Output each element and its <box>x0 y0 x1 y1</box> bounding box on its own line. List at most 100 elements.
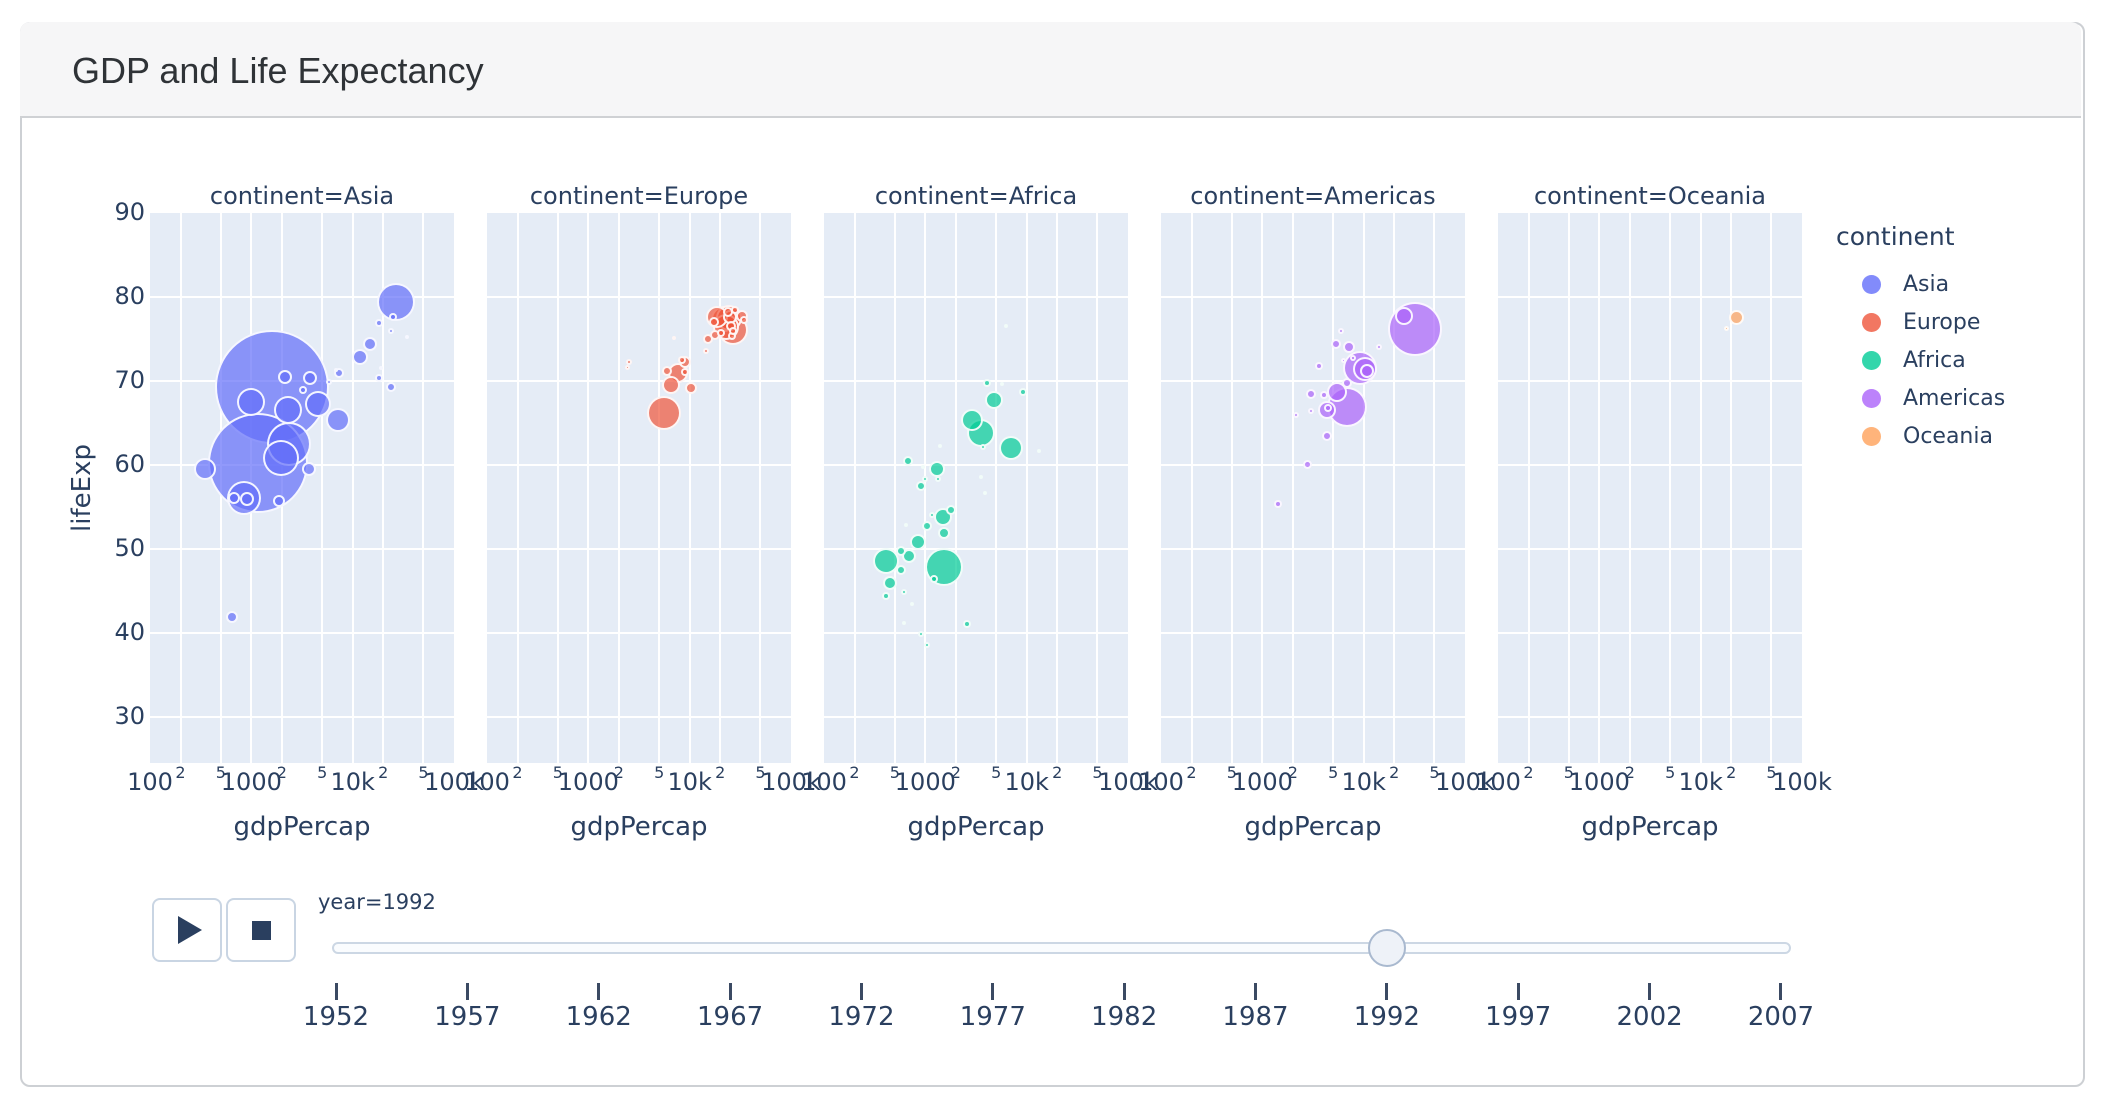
x-tick-label: 5 <box>418 763 429 782</box>
gridline <box>422 213 425 763</box>
x-tick-label: 1000 <box>1231 768 1293 796</box>
data-point-africa <box>915 480 926 491</box>
data-point-americas <box>1359 363 1374 378</box>
data-point-americas <box>1327 381 1348 402</box>
legend-item-africa[interactable]: Africa <box>1836 341 2005 379</box>
slider-year-label: 2007 <box>1747 1002 1815 1032</box>
data-point-asia <box>351 348 368 365</box>
gridline <box>487 547 791 550</box>
x-tick-label: 1000 <box>1568 768 1630 796</box>
gridline <box>1699 213 1702 763</box>
data-point-africa <box>921 465 926 470</box>
year-slider-handle[interactable] <box>1367 929 1406 967</box>
gridline <box>516 213 519 763</box>
data-point-americas <box>1330 338 1341 349</box>
x-tick-label: 100k <box>1098 768 1158 796</box>
x-tick-label: 2 <box>512 763 523 782</box>
data-point-americas <box>1320 391 1329 400</box>
data-point-asia <box>226 481 261 516</box>
x-tick-label: 100k <box>424 768 484 796</box>
x-tick-label: 5 <box>1429 763 1440 782</box>
x-tick-label: 100 <box>801 768 847 796</box>
data-point-europe <box>717 329 726 338</box>
data-point-asia <box>374 374 383 383</box>
x-tick-label: 5 <box>1665 763 1676 782</box>
x-tick-label: 2 <box>613 763 624 782</box>
x-axis-title: gdpPercap <box>570 812 708 842</box>
x-tick-label: 100k <box>1435 768 1495 796</box>
gridline <box>759 213 762 763</box>
legend-marker-icon <box>1862 350 1881 370</box>
gridline <box>1498 547 1802 550</box>
page-title: GDP and Life Expectancy <box>72 50 484 91</box>
data-point-asia <box>304 390 331 417</box>
gridline <box>719 213 722 763</box>
data-point-africa <box>985 391 1004 410</box>
data-point-americas <box>1387 301 1442 356</box>
gridline <box>556 213 559 763</box>
data-point-africa <box>909 534 926 551</box>
y-tick-label: 80 <box>114 281 145 310</box>
slider-tick <box>1385 983 1389 1000</box>
gridline <box>179 213 182 763</box>
data-point-asia <box>374 319 383 327</box>
data-point-americas <box>1338 328 1345 335</box>
legend: continent Asia Europe Africa Americas Oceani… <box>1836 222 2005 455</box>
data-point-africa <box>1036 449 1041 454</box>
data-point-americas <box>1303 460 1313 470</box>
legend-item-label: Oceania <box>1903 423 1993 449</box>
data-point-asia <box>299 386 308 395</box>
legend-item-oceania[interactable]: Oceania <box>1836 417 2005 455</box>
x-tick-label: 1000 <box>220 768 282 796</box>
x-axis-title: gdpPercap <box>1581 812 1719 842</box>
data-point-asia <box>226 610 239 623</box>
data-point-americas <box>1324 403 1333 412</box>
gridline <box>853 213 856 763</box>
legend-item-asia[interactable]: Asia <box>1836 265 2005 303</box>
gridline <box>150 715 454 718</box>
x-tick-label: 5 <box>889 763 900 782</box>
slider-year-label: 1952 <box>302 1002 370 1032</box>
plot-panel-asia <box>150 213 454 763</box>
data-point-africa <box>999 382 1004 387</box>
play-icon <box>177 916 202 944</box>
play-button[interactable] <box>152 898 222 962</box>
x-tick-label: 2 <box>1523 763 1534 782</box>
data-point-africa <box>922 521 933 532</box>
gridline <box>1498 379 1802 382</box>
x-tick-label: 100 <box>1138 768 1184 796</box>
data-point-oceania <box>1728 309 1744 325</box>
data-point-americas <box>1314 361 1323 370</box>
gridline <box>1190 213 1193 763</box>
data-point-europe <box>739 315 748 324</box>
y-tick-label: 40 <box>114 617 145 646</box>
stop-button[interactable] <box>226 898 296 962</box>
data-point-europe <box>647 395 682 430</box>
slider-year-label: 1987 <box>1222 1002 1289 1032</box>
x-tick-label: 2 <box>175 763 186 782</box>
gridline <box>150 547 454 550</box>
x-tick-label: 2 <box>715 763 726 782</box>
x-tick-label: 5 <box>1563 763 1574 782</box>
x-tick-label: 5 <box>1328 763 1339 782</box>
x-tick-label: 5 <box>1766 763 1777 782</box>
facet-title-africa: continent=Africa <box>874 182 1078 210</box>
x-tick-label: 5 <box>1226 763 1237 782</box>
legend-item-europe[interactable]: Europe <box>1836 303 2005 341</box>
x-axis-title: gdpPercap <box>233 812 371 842</box>
gridline <box>1096 213 1099 763</box>
year-slider-track[interactable] <box>332 942 1791 954</box>
gridline <box>487 295 791 298</box>
legend-item-label: Europe <box>1903 309 1981 335</box>
plot-panel-africa <box>824 213 1128 763</box>
facet-title-oceania: continent=Oceania <box>1533 182 1767 210</box>
data-point-americas <box>1341 358 1347 364</box>
data-point-asia <box>228 492 241 505</box>
slider-tick <box>1516 983 1520 1000</box>
x-tick-label: 10k <box>1341 768 1386 796</box>
x-tick-label: 2 <box>1052 763 1063 782</box>
x-tick-label: 10k <box>1004 768 1049 796</box>
legend-item-americas[interactable]: Americas <box>1836 379 2005 417</box>
data-point-asia <box>273 495 286 507</box>
x-tick-label: 2 <box>1389 763 1400 782</box>
